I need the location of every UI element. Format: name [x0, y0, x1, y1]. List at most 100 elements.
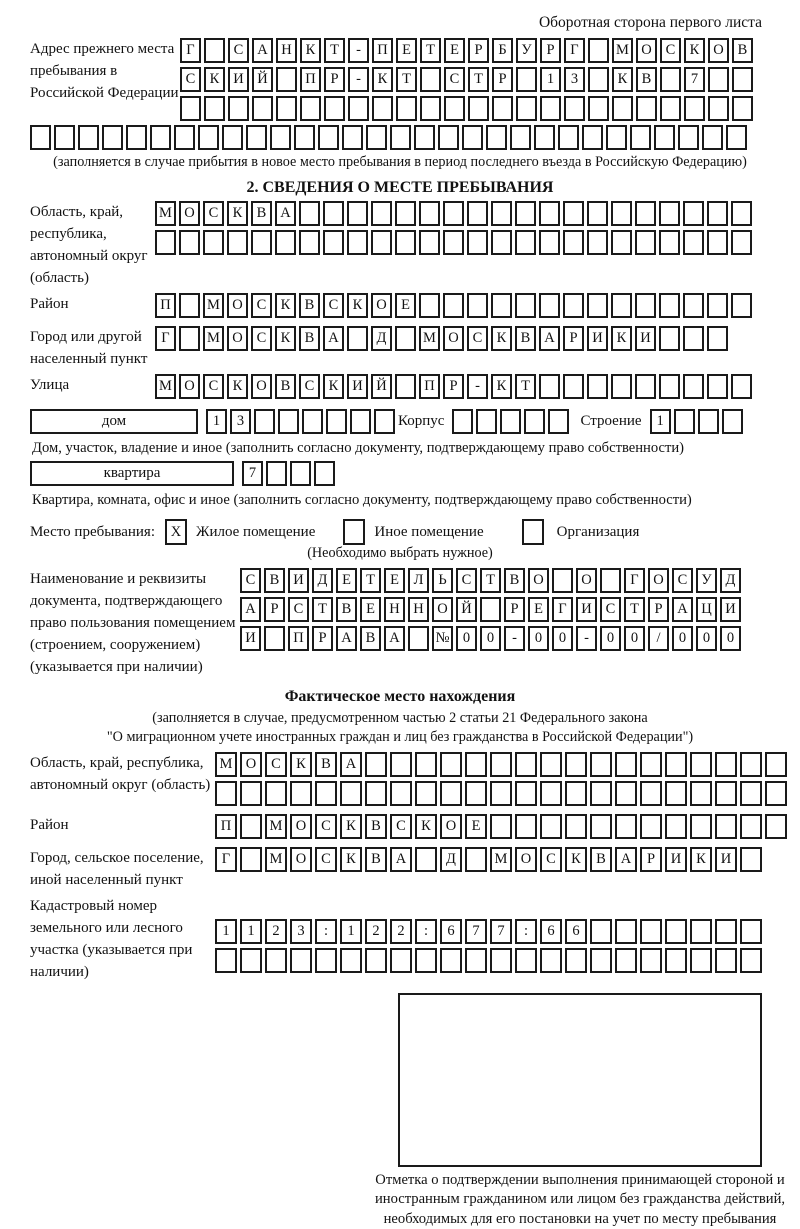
char-cell	[600, 568, 621, 593]
place-type-residential-label: Жилое помещение	[196, 523, 316, 540]
char-cell	[659, 201, 680, 226]
char-cell: К	[290, 752, 312, 777]
char-cell	[665, 948, 687, 973]
char-cell	[715, 814, 737, 839]
char-cell: Е	[395, 293, 416, 318]
char-cell: Е	[465, 814, 487, 839]
char-cell: Ц	[696, 597, 717, 622]
place-type-organization-label: Организация	[556, 523, 640, 540]
char-cell: 6	[565, 919, 587, 944]
fact-note1: (заполняется в случае, предусмотренном ч…	[152, 710, 648, 726]
char-cell	[395, 201, 416, 226]
char-cell: 7	[684, 67, 705, 92]
char-cell: О	[443, 326, 464, 351]
char-cell	[697, 409, 719, 434]
char-cell: О	[636, 38, 657, 63]
char-cell	[740, 847, 762, 872]
char-cell	[395, 374, 416, 399]
char-cell: Г	[564, 38, 585, 63]
char-cell: Г	[215, 847, 237, 872]
document-block: Наименование и реквизиты документа, подт…	[30, 568, 770, 678]
fact-gorod-label: Город, сельское поселение, иной населенн…	[30, 850, 204, 888]
char-cell	[227, 230, 248, 255]
char-cell	[590, 919, 612, 944]
char-cell: Р	[264, 597, 285, 622]
char-cell: Е	[528, 597, 549, 622]
char-cell	[630, 125, 651, 150]
char-cell: В	[360, 626, 381, 651]
char-cell	[615, 948, 637, 973]
char-cell	[715, 781, 737, 806]
char-cell	[765, 814, 787, 839]
char-cell: О	[648, 568, 669, 593]
char-cell: А	[615, 847, 637, 872]
char-cell: С	[660, 38, 681, 63]
char-cell: С	[600, 597, 621, 622]
page-side-note: Оборотная сторона первого листа	[538, 14, 762, 31]
char-cell	[318, 125, 339, 150]
char-cell	[588, 96, 609, 121]
char-cell	[198, 125, 219, 150]
char-cell	[558, 125, 579, 150]
char-cell	[540, 814, 562, 839]
char-cell: О	[227, 293, 248, 318]
char-cell	[323, 201, 344, 226]
char-cell	[539, 293, 560, 318]
char-cell	[500, 409, 522, 434]
char-cell	[740, 948, 762, 973]
kvartira-note: Квартира, комната, офис и иное (заполнит…	[32, 492, 692, 508]
char-cell: А	[336, 626, 357, 651]
char-cell	[615, 919, 637, 944]
char-cell: О	[179, 374, 200, 399]
char-cell: О	[515, 847, 537, 872]
char-cell: Д	[720, 568, 741, 593]
char-cell	[155, 230, 176, 255]
char-cell: А	[672, 597, 693, 622]
char-cell	[452, 409, 474, 434]
char-cell: Н	[384, 597, 405, 622]
char-cell: Й	[371, 374, 392, 399]
char-cell: К	[347, 293, 368, 318]
char-cell: :	[415, 919, 437, 944]
char-cell	[683, 230, 704, 255]
char-cell	[342, 125, 363, 150]
char-cell	[611, 201, 632, 226]
char-cell	[665, 919, 687, 944]
char-cell	[615, 781, 637, 806]
char-cell: М	[265, 814, 287, 839]
char-cell: И	[347, 374, 368, 399]
section2-title: 2. СВЕДЕНИЯ О МЕСТЕ ПРЕБЫВАНИЯ	[246, 179, 554, 196]
char-cell	[414, 125, 435, 150]
char-cell	[180, 96, 201, 121]
char-cell: В	[299, 293, 320, 318]
char-cell: 0	[696, 626, 717, 651]
char-cell	[276, 67, 297, 92]
char-cell	[683, 326, 704, 351]
char-cell	[726, 125, 747, 150]
char-cell	[415, 847, 437, 872]
char-cell	[665, 781, 687, 806]
char-cell: К	[612, 67, 633, 92]
char-cell: М	[155, 201, 176, 226]
char-cell	[240, 781, 262, 806]
char-cell	[372, 96, 393, 121]
char-cell	[732, 96, 753, 121]
char-cell	[30, 125, 51, 150]
char-cell: С	[240, 568, 261, 593]
char-cell	[490, 752, 512, 777]
char-cell: К	[684, 38, 705, 63]
char-cell	[465, 781, 487, 806]
char-cell	[611, 293, 632, 318]
char-cell: В	[732, 38, 753, 63]
char-cell: 0	[600, 626, 621, 651]
char-cell	[251, 230, 272, 255]
char-cell	[491, 230, 512, 255]
char-cell	[540, 96, 561, 121]
char-cell	[715, 948, 737, 973]
char-cell	[510, 125, 531, 150]
char-cell	[396, 96, 417, 121]
char-cell: С	[251, 293, 272, 318]
